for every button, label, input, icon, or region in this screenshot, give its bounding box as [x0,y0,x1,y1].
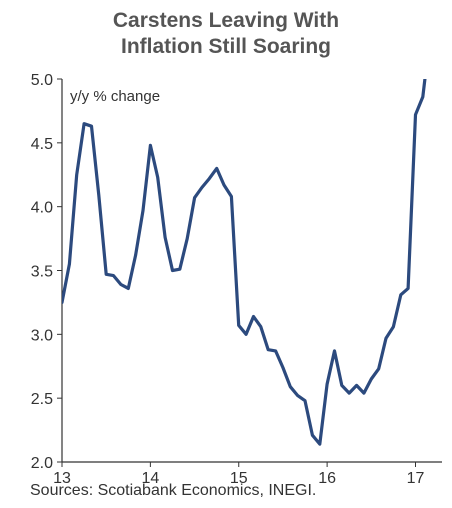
series-line [62,79,427,446]
source-note: Sources: Scotiabank Economics, INEGI. [30,482,317,499]
x-tick-label: 14 [141,470,159,487]
y-tick-label: 2.0 [31,455,53,472]
y-axis-unit-label: y/y % change [70,88,160,105]
chart-title-line-2: Inflation Still Soaring [121,35,331,58]
x-tick-label: 15 [230,470,248,487]
chart-title-line-1: Carstens Leaving With [112,9,340,32]
chart-title: Carstens Leaving With Inflation Still So… [0,8,452,60]
y-tick-label: 4.5 [31,136,53,153]
y-tick-label: 5.0 [31,72,53,89]
x-tick-label: 13 [53,470,71,487]
y-tick-label: 3.0 [31,327,53,344]
x-tick-label: 17 [407,470,425,487]
y-tick-label: 4.0 [31,200,53,217]
x-tick-label: 16 [318,470,336,487]
y-tick-label: 2.5 [31,391,53,408]
y-tick-label: 3.5 [31,264,53,281]
